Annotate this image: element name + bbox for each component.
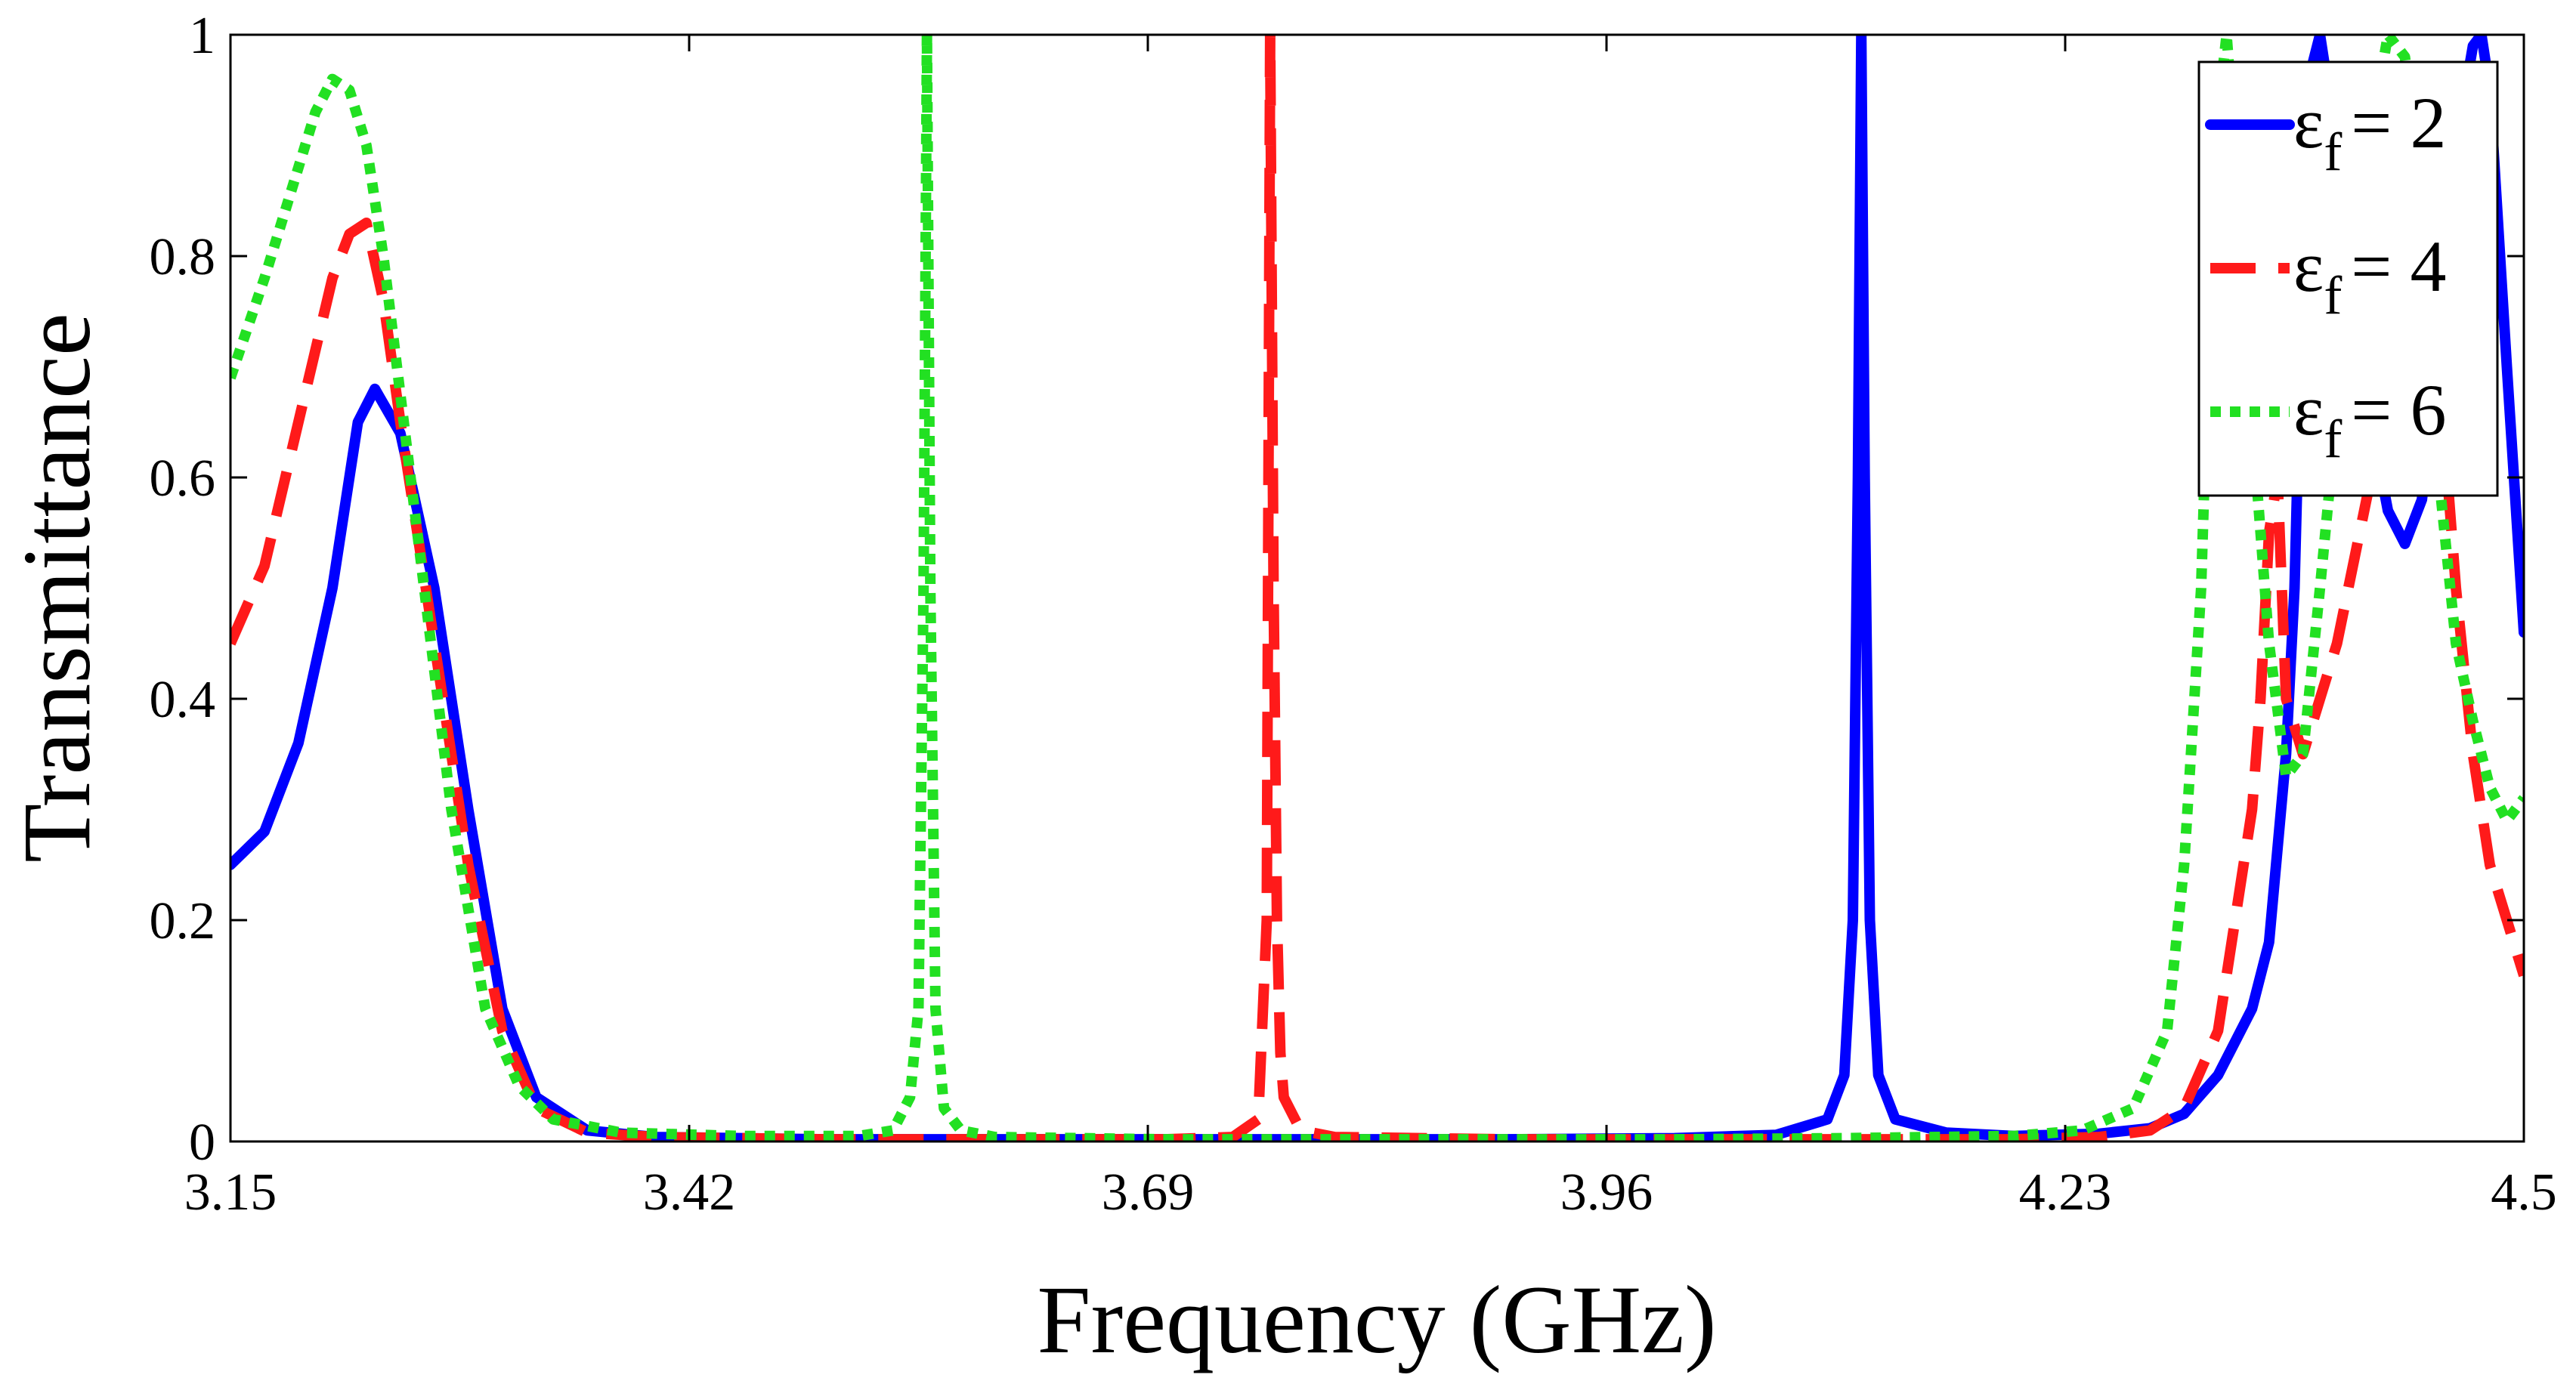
x-tick-label: 3.96 — [1560, 1163, 1653, 1222]
legend: εf = 2 εf = 4 εf = 6 — [2197, 60, 2499, 497]
legend-box — [2197, 60, 2499, 497]
legend-entries: εf = 2 εf = 4 εf = 6 — [2205, 82, 2446, 469]
x-axis-label: Frequency (GHz) — [1037, 1266, 1716, 1373]
y-tick-label: 0.6 — [150, 449, 216, 508]
plot-area — [230, 35, 2524, 1141]
legend-label-2: εf = 4 — [2293, 226, 2446, 326]
x-tick-label: 3.69 — [1102, 1163, 1195, 1222]
y-tick-label: 1 — [189, 7, 215, 65]
plot-frame — [229, 33, 2525, 1143]
legend-label-1: εf = 2 — [2293, 82, 2446, 182]
y-tick-label: 0.8 — [150, 228, 216, 286]
y-tick-label: 0 — [189, 1114, 215, 1172]
y-axis-label: Transmittance — [3, 313, 110, 863]
x-tick-label: 3.42 — [643, 1163, 736, 1222]
series-layer — [230, 35, 2524, 1141]
x-tick-label: 3.15 — [184, 1163, 277, 1222]
y-tick-label: 0.2 — [150, 892, 216, 950]
axis-ticks: 3.15 3.42 3.69 3.96 4.23 4.5 0 0.2 0.4 0.6 0.8 1 — [150, 7, 2557, 1222]
legend-label-3: εf = 6 — [2293, 369, 2446, 469]
x-tick-label: 4.5 — [2491, 1163, 2557, 1222]
y-tick-label: 0.4 — [150, 671, 216, 729]
x-tick-label: 4.23 — [2019, 1163, 2112, 1222]
series-line-3 — [230, 35, 2524, 1141]
